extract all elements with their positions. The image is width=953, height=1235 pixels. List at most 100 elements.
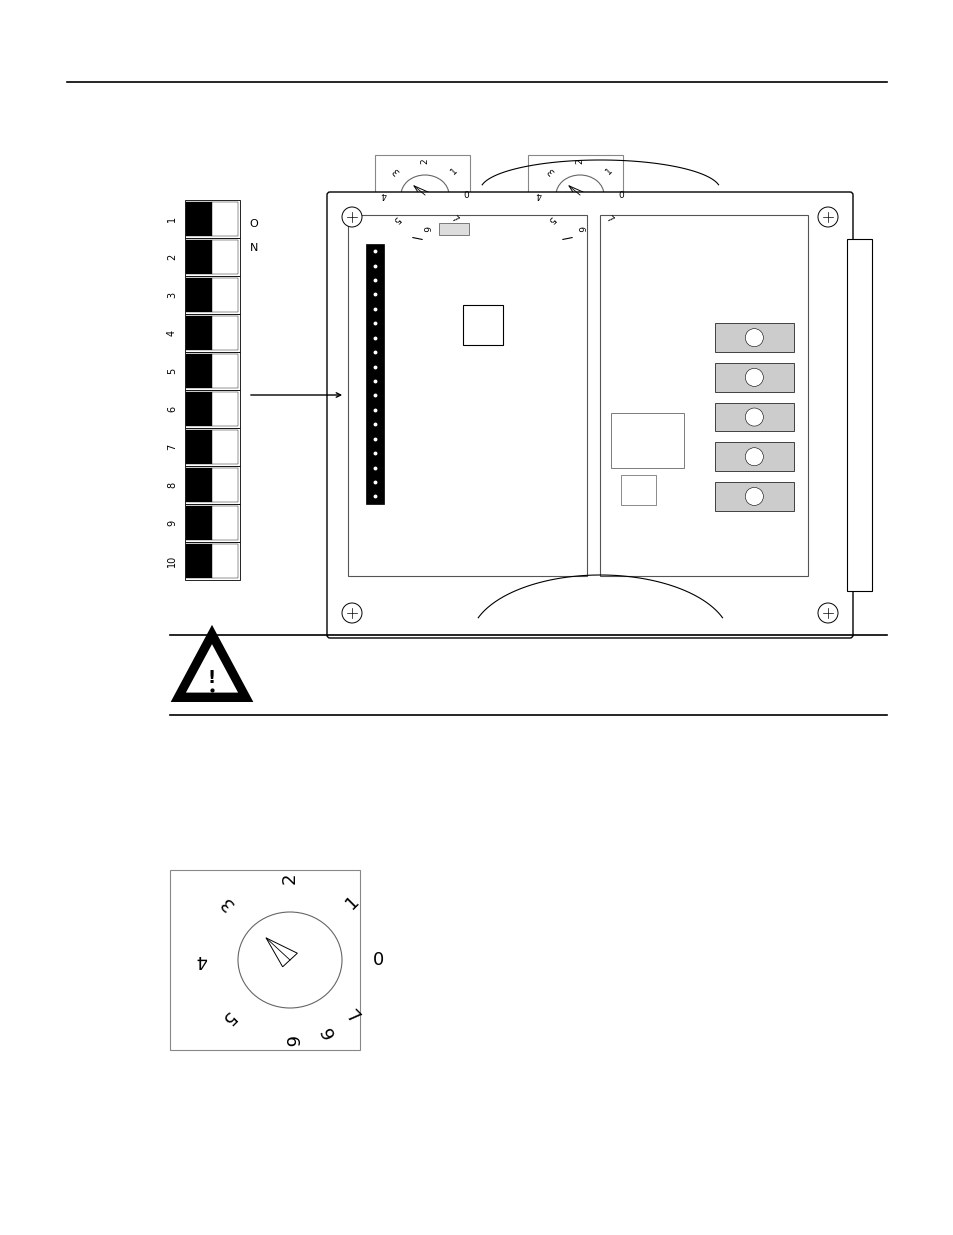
Bar — [185, 352, 240, 390]
Bar — [186, 506, 213, 540]
Polygon shape — [568, 185, 583, 198]
Bar — [186, 278, 213, 312]
Text: 7: 7 — [342, 1008, 362, 1028]
Text: 4: 4 — [536, 190, 541, 200]
Polygon shape — [186, 645, 238, 693]
Text: 2: 2 — [281, 873, 298, 884]
Bar — [610, 414, 683, 468]
Circle shape — [744, 448, 762, 466]
Bar — [213, 506, 238, 540]
Bar — [213, 316, 238, 350]
Bar — [846, 240, 871, 592]
Polygon shape — [172, 627, 251, 700]
Ellipse shape — [400, 175, 449, 215]
Bar — [185, 466, 240, 504]
Bar — [186, 240, 213, 274]
Text: 7: 7 — [603, 214, 614, 225]
FancyBboxPatch shape — [327, 191, 852, 638]
Ellipse shape — [237, 911, 341, 1008]
Bar — [599, 215, 807, 576]
Text: 4: 4 — [195, 951, 207, 969]
Text: 4: 4 — [381, 190, 387, 200]
Bar — [213, 240, 238, 274]
Bar — [185, 238, 240, 275]
Polygon shape — [266, 937, 297, 967]
Bar — [213, 468, 238, 503]
Bar — [186, 391, 213, 426]
Bar — [213, 201, 238, 236]
Circle shape — [744, 408, 762, 426]
Bar — [375, 156, 470, 237]
Bar — [213, 391, 238, 426]
Bar — [527, 156, 622, 237]
Bar — [185, 200, 240, 238]
Text: 2: 2 — [420, 158, 429, 164]
Text: 5: 5 — [545, 214, 556, 225]
Text: 2: 2 — [575, 158, 584, 164]
Circle shape — [744, 329, 762, 347]
Ellipse shape — [556, 175, 603, 215]
Text: 1: 1 — [603, 165, 614, 177]
Text: 1: 1 — [448, 165, 458, 177]
Circle shape — [817, 603, 837, 622]
Bar — [438, 224, 469, 235]
Text: 5: 5 — [167, 368, 177, 374]
Circle shape — [341, 207, 361, 227]
Bar — [185, 504, 240, 542]
Bar — [213, 354, 238, 388]
Bar — [185, 390, 240, 429]
Bar — [186, 354, 213, 388]
Text: 9: 9 — [314, 1026, 335, 1044]
Bar — [213, 543, 238, 578]
Text: 6: 6 — [167, 406, 177, 412]
Text: 8: 8 — [167, 482, 177, 488]
Text: 2: 2 — [167, 254, 177, 261]
Bar — [186, 543, 213, 578]
Text: 3: 3 — [545, 165, 556, 177]
Bar — [462, 305, 502, 346]
Bar — [620, 474, 656, 505]
Bar — [366, 243, 384, 504]
Polygon shape — [414, 185, 428, 198]
Bar — [186, 468, 213, 503]
Text: 6: 6 — [281, 1036, 298, 1047]
Bar — [186, 316, 213, 350]
Circle shape — [817, 207, 837, 227]
Bar — [714, 324, 793, 352]
Text: 6: 6 — [420, 226, 429, 232]
Text: 7: 7 — [167, 443, 177, 450]
Bar — [714, 482, 793, 511]
Circle shape — [341, 603, 361, 622]
Text: O: O — [250, 219, 258, 228]
Bar — [185, 314, 240, 352]
Text: 7: 7 — [448, 214, 458, 225]
Text: 1: 1 — [167, 216, 177, 222]
Text: !: ! — [208, 669, 215, 687]
Bar — [185, 429, 240, 466]
Text: 0: 0 — [618, 190, 623, 200]
Bar — [714, 363, 793, 391]
Bar — [714, 403, 793, 431]
Circle shape — [744, 368, 762, 387]
Text: 5: 5 — [217, 1008, 237, 1028]
Bar — [213, 430, 238, 464]
Text: N: N — [250, 243, 258, 253]
Bar — [714, 442, 793, 472]
Text: 6: 6 — [575, 226, 584, 232]
Bar — [348, 215, 587, 576]
Text: 10: 10 — [167, 555, 177, 567]
Text: 9: 9 — [167, 520, 177, 526]
Bar — [185, 542, 240, 580]
Bar — [213, 278, 238, 312]
Text: 4: 4 — [167, 330, 177, 336]
Text: 5: 5 — [391, 214, 401, 225]
Bar — [186, 430, 213, 464]
Circle shape — [744, 488, 762, 505]
Text: 1: 1 — [342, 892, 362, 913]
Bar — [185, 275, 240, 314]
Bar — [186, 201, 213, 236]
Text: 3: 3 — [167, 291, 177, 298]
Text: 0: 0 — [373, 951, 384, 969]
Text: 0: 0 — [462, 190, 468, 200]
Text: 3: 3 — [391, 165, 401, 177]
